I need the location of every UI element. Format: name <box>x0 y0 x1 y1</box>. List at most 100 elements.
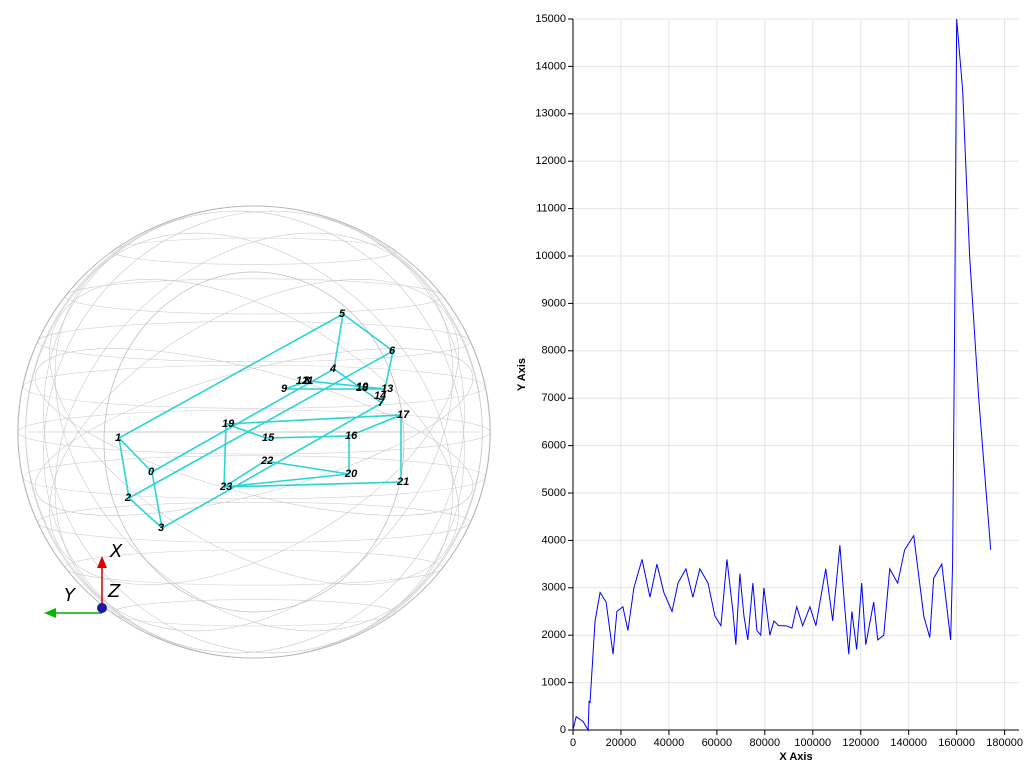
axis-label: Y <box>64 585 77 606</box>
point-label: 20 <box>344 468 358 480</box>
wire-edge <box>225 414 402 425</box>
axis-label: X <box>109 541 123 562</box>
x-tick-label: 140000 <box>890 737 927 749</box>
mesh-line <box>54 232 454 632</box>
mesh-line <box>64 278 444 315</box>
point-label: 16 <box>345 430 358 442</box>
wire-edge <box>223 460 266 488</box>
point-label: 2 <box>124 492 131 504</box>
x-tick-label: 40000 <box>654 737 685 749</box>
point-label: 17 <box>397 409 410 421</box>
wire-edge <box>264 460 350 475</box>
point-label: 21 <box>396 476 409 488</box>
x-axis-title: X Axis <box>779 751 812 763</box>
mesh-line <box>34 348 474 516</box>
wire-edge <box>348 414 402 437</box>
mesh-line <box>25 205 483 659</box>
point-label: 23 <box>219 481 232 493</box>
mesh-line <box>25 205 483 659</box>
point-label: 14 <box>374 390 386 402</box>
z-axis-dot <box>97 603 107 613</box>
line-chart: 0 1000 2000 3000 4000 5000 6000 7000 8000 9000 100… <box>516 13 1023 763</box>
y-tick-label: 12000 <box>535 155 566 167</box>
y-tick-label: 4000 <box>542 534 566 546</box>
y-tick-label: 8000 <box>542 345 566 357</box>
point-label: 9 <box>281 383 288 395</box>
wire-edge <box>223 473 350 488</box>
x-arrow-head <box>97 556 107 568</box>
y-tick-label: 11000 <box>536 203 566 215</box>
x-tick-label: 160000 <box>938 737 975 749</box>
point-label: 8 <box>304 375 311 387</box>
point-label: 1 <box>115 432 121 444</box>
point-label: 3 <box>158 522 164 534</box>
y-tick-label: 9000 <box>542 297 566 309</box>
y-tick-label: 5000 <box>542 487 566 499</box>
wire-edge <box>381 350 394 404</box>
mesh-line <box>43 210 465 654</box>
y-tick-label: 15000 <box>535 13 566 25</box>
mesh-line <box>22 364 486 409</box>
wire-edge <box>333 313 344 370</box>
mesh-line <box>37 321 471 363</box>
point-label: 7 <box>378 397 385 409</box>
y-tick-label: 2000 <box>542 629 566 641</box>
point-label: 19 <box>222 418 235 430</box>
wire-edge <box>151 471 163 529</box>
point-label: 15 <box>262 432 275 444</box>
wire-edge <box>342 313 394 352</box>
y-tick-label: 6000 <box>542 440 566 452</box>
point-label: 13 <box>381 383 393 395</box>
x-tick-label: 180000 <box>986 737 1023 749</box>
point-label: 22 <box>260 455 273 467</box>
wire-edge <box>118 437 153 473</box>
point-label: 4 <box>329 363 336 375</box>
mesh-line <box>49 279 459 585</box>
mesh-line <box>22 455 486 500</box>
wire-edge <box>128 497 163 529</box>
y-tick-label: 13000 <box>535 108 566 120</box>
wire-edge <box>223 481 402 488</box>
wire-edge <box>223 423 227 488</box>
mesh-line <box>49 279 459 585</box>
x-tick-label: 120000 <box>842 737 879 749</box>
mesh-line <box>27 431 481 433</box>
axis-label: Z <box>107 581 121 602</box>
mesh-line <box>103 271 405 613</box>
y-tick-label: 1000 <box>542 677 566 689</box>
wire-edge <box>161 402 383 529</box>
point-label: 10 <box>356 381 369 393</box>
y-tick-label: 7000 <box>542 392 566 404</box>
x-tick-label: 80000 <box>750 737 781 749</box>
data-line <box>572 18 992 732</box>
wire-edge <box>265 435 350 439</box>
point-label: 12 <box>296 375 308 387</box>
sphere-mesh <box>17 205 491 659</box>
x-tick-label: 0 <box>570 737 576 749</box>
mesh-line <box>37 501 471 543</box>
y-axis-title: Y Axis <box>516 358 528 391</box>
y-tick-label: 0 <box>560 724 566 736</box>
x-tick-label: 20000 <box>606 737 637 749</box>
point-label: 5 <box>339 308 346 320</box>
point-label: 0 <box>148 466 155 478</box>
mesh-line <box>54 232 454 632</box>
point-label: 18 <box>356 382 369 394</box>
wire-edge <box>225 423 267 439</box>
wire-edge <box>118 437 130 499</box>
wire-edge <box>118 313 344 439</box>
point-label: 11 <box>302 375 313 387</box>
wire-boxes <box>118 313 402 529</box>
y-arrow-head <box>44 608 56 618</box>
wire-edge <box>307 380 386 390</box>
wire-edge <box>284 380 309 390</box>
x-tick-label: 100000 <box>794 737 831 749</box>
point-label: 6 <box>389 345 396 357</box>
x-tick-label: 60000 <box>702 737 733 749</box>
y-tick-label: 10000 <box>535 250 566 262</box>
wire-edge <box>151 368 335 473</box>
y-tick-label: 14000 <box>535 60 566 72</box>
